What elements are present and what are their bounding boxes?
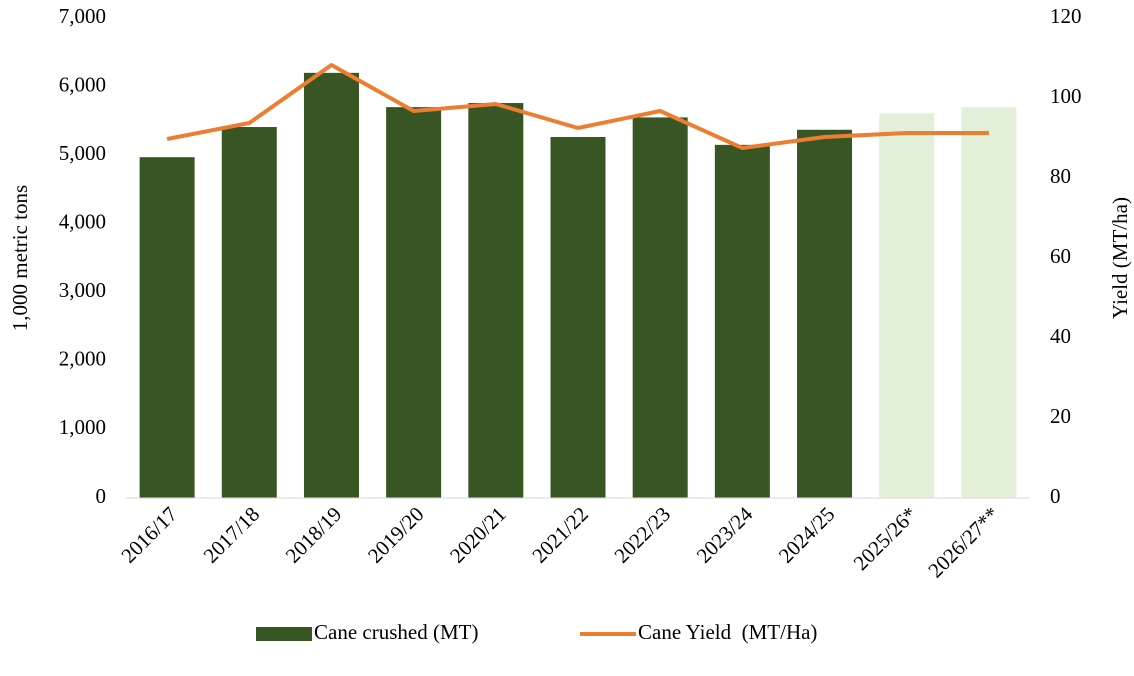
legend-swatch <box>256 627 312 641</box>
yticks-label: 2,000 <box>59 347 106 371</box>
bar <box>797 129 853 498</box>
yticks-label: 5,000 <box>59 141 106 165</box>
y2ticks-label: 100 <box>1050 84 1082 108</box>
x-tick-label: 2026/27** <box>923 502 1003 582</box>
x-tick-label: 2021/22 <box>527 502 593 568</box>
x-tick-label: 2019/20 <box>363 502 429 568</box>
y-axis-title: 1,000 metric tons <box>8 185 32 331</box>
x-tick-label: 2022/23 <box>609 502 675 568</box>
bar <box>714 144 770 498</box>
y2ticks-label: 0 <box>1050 484 1061 508</box>
bar <box>879 113 935 499</box>
yticks-label: 4,000 <box>59 210 106 234</box>
x-tick-label: 2017/18 <box>199 502 265 568</box>
y2-axis-title: Yield (MT/ha) <box>1108 197 1132 319</box>
bar <box>468 103 524 499</box>
y2ticks-label: 80 <box>1050 164 1071 188</box>
yticks-label: 0 <box>96 484 107 508</box>
x-tick-label: 2024/25 <box>774 502 840 568</box>
bar <box>632 117 688 498</box>
y2ticks-label: 60 <box>1050 244 1071 268</box>
bar <box>221 127 277 499</box>
yticks-label: 1,000 <box>59 415 106 439</box>
bar <box>386 107 442 499</box>
x-tick-label: 2020/21 <box>445 502 511 568</box>
bar <box>550 136 606 498</box>
bar <box>961 107 1017 499</box>
x-tick-label: 2025/26* <box>849 502 922 575</box>
legend-label: Cane crushed (MT) <box>314 620 478 644</box>
line <box>166 63 989 150</box>
bar <box>303 72 359 498</box>
y2ticks-label: 20 <box>1050 404 1071 428</box>
x-tick-label: 2018/19 <box>281 502 347 568</box>
x-tick-label: 2016/17 <box>116 502 182 568</box>
yticks-label: 6,000 <box>59 72 106 96</box>
yticks-label: 7,000 <box>59 4 106 28</box>
legend-label: Cane Yield (MT/Ha) <box>638 620 817 644</box>
y2ticks-label: 120 <box>1050 4 1082 28</box>
bar <box>139 157 195 498</box>
x-tick-label: 2023/24 <box>692 502 758 568</box>
yticks-label: 3,000 <box>59 278 106 302</box>
y2ticks-label: 40 <box>1050 324 1071 348</box>
